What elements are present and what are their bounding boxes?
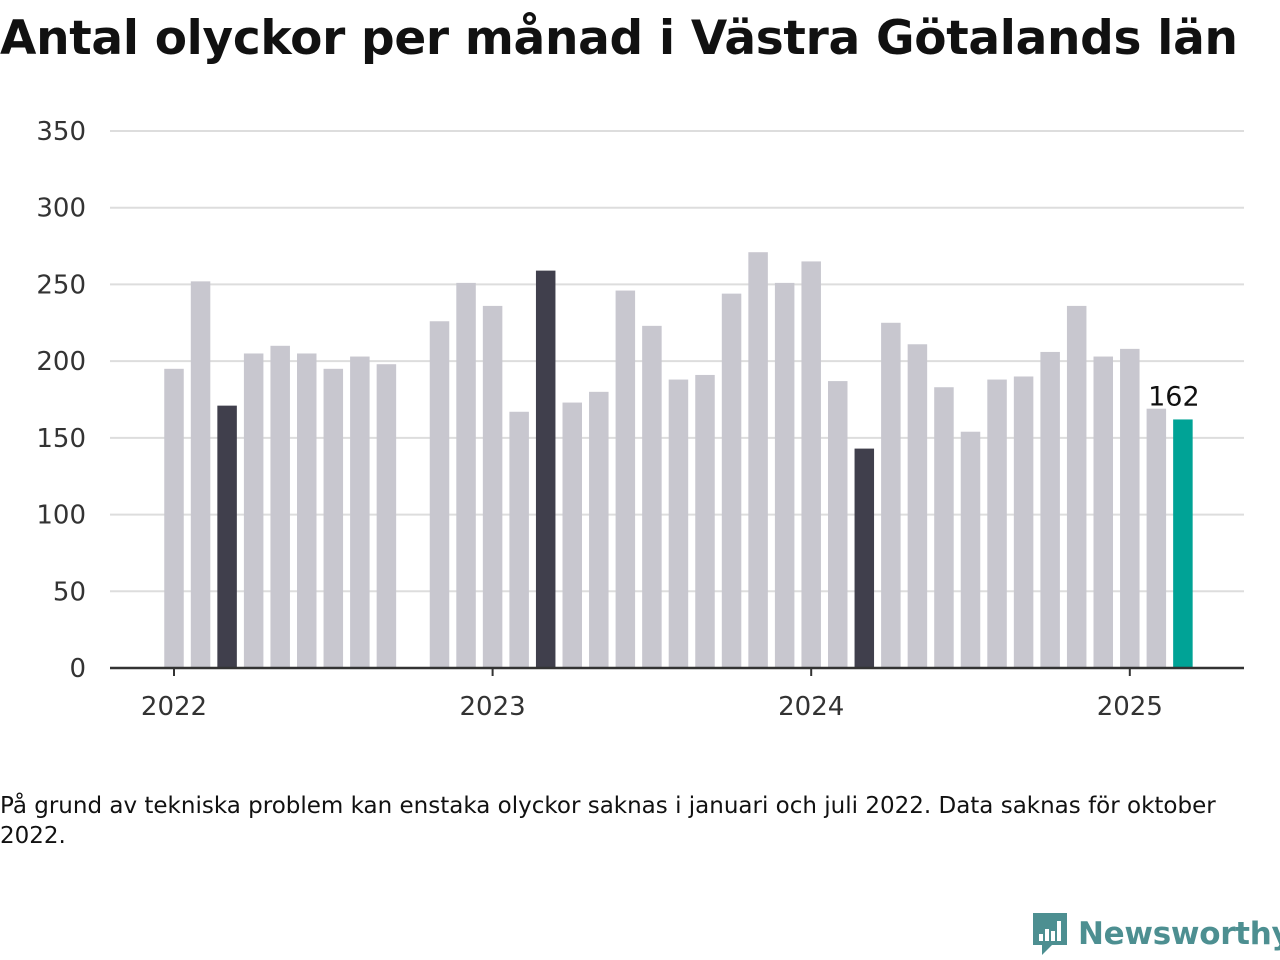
bar-chart: 0 50 100 150 200 250 300 350 2022 2023 2024 2025 1… [36, 117, 1244, 722]
value-label: 162 [1148, 381, 1200, 412]
bar [1173, 419, 1193, 668]
bar [190, 281, 211, 668]
bar [164, 368, 184, 668]
bar [642, 325, 662, 668]
bar [854, 448, 875, 668]
bar [1120, 348, 1140, 668]
bar [881, 322, 901, 668]
bar [589, 391, 609, 668]
bar [801, 261, 821, 668]
y-tick-label: 50 [53, 577, 86, 607]
bar [987, 379, 1007, 668]
bar [297, 353, 317, 668]
bar [1146, 408, 1167, 668]
x-tick-label: 2024 [778, 692, 844, 722]
bar [535, 270, 556, 668]
bar [429, 321, 450, 668]
bar [1093, 356, 1113, 668]
y-tick-label: 0 [69, 654, 86, 684]
bar [217, 405, 237, 668]
bar [721, 293, 742, 668]
x-tick-label: 2022 [141, 692, 207, 722]
bar [562, 402, 582, 668]
bar [907, 344, 928, 668]
x-tick-label: 2025 [1097, 692, 1163, 722]
newsworthy-logo: Newsworthy [1030, 908, 1280, 960]
y-tick-label: 200 [36, 347, 86, 377]
bar [1066, 305, 1087, 668]
y-axis-labels: 0 50 100 150 200 250 300 350 [36, 117, 86, 684]
bar [270, 345, 290, 668]
bar [774, 282, 795, 668]
bar [243, 353, 264, 668]
x-axis-labels: 2022 2023 2024 2025 [141, 692, 1163, 722]
y-tick-label: 150 [36, 424, 86, 454]
logo-text: Newsworthy [1078, 916, 1280, 952]
bar [350, 356, 370, 668]
bar [748, 252, 768, 669]
bars [164, 252, 1193, 669]
bar [323, 368, 344, 668]
chart-title: Antal olyckor per månad i Västra Götalan… [0, 11, 1238, 66]
y-tick-label: 300 [36, 194, 86, 224]
x-tick-label: 2023 [460, 692, 526, 722]
y-tick-label: 250 [36, 270, 86, 300]
bar [509, 411, 529, 668]
y-tick-label: 100 [36, 501, 86, 531]
y-tick-label: 350 [36, 117, 86, 147]
bar [668, 379, 689, 668]
bar [456, 282, 476, 668]
bar [960, 431, 981, 668]
newsworthy-chat-bars-icon [1033, 913, 1067, 955]
bar [615, 290, 636, 668]
bar [828, 381, 848, 668]
footnote: På grund av tekniska problem kan enstaka… [0, 793, 1216, 849]
annotations: 162 [1148, 381, 1200, 412]
bar [1040, 351, 1060, 668]
bar [482, 305, 503, 668]
x-axis [110, 666, 1244, 676]
bar [934, 387, 954, 668]
bar [376, 364, 397, 668]
bar [1013, 376, 1034, 668]
bar [695, 374, 715, 668]
